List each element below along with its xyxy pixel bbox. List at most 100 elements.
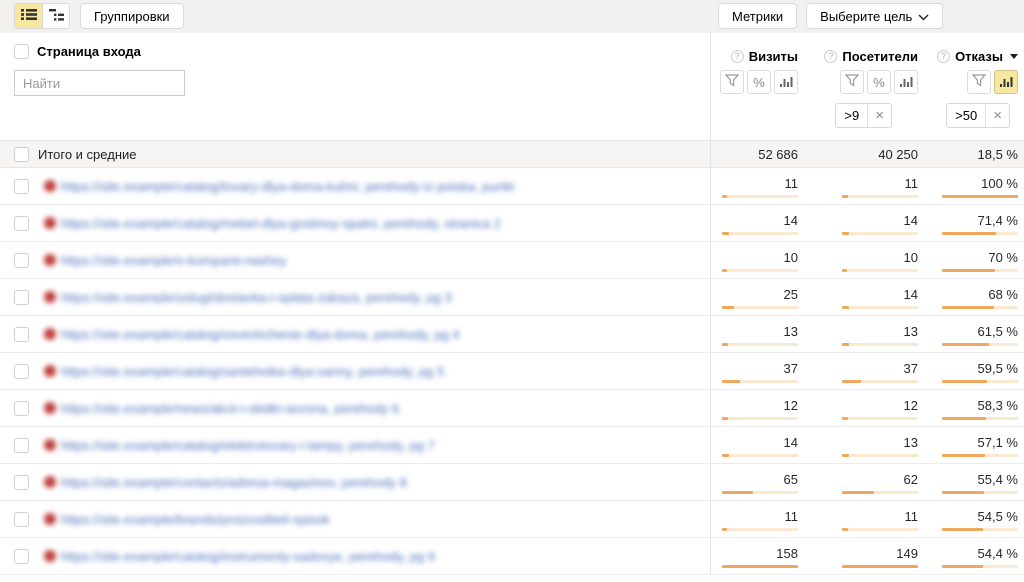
visits-sort-control[interactable]: ? Визиты (730, 49, 798, 64)
percent-icon: % (753, 74, 765, 90)
visitors-chart-button[interactable] (894, 70, 918, 94)
row-checkbox[interactable] (14, 548, 29, 564)
visits-bar (722, 343, 798, 346)
entry-page-link[interactable]: https://site.example/catalog/elektrotova… (44, 438, 435, 453)
entry-page-link[interactable]: https://site.example/catalog/santehnika-… (44, 364, 444, 379)
entry-page-link[interactable]: https://site.example/o-kompanii-nashey (44, 253, 286, 268)
help-icon: ? (937, 50, 951, 63)
visitors-sort-control[interactable]: ? Посетители (824, 49, 918, 64)
select-goal-button[interactable]: Выберите цель (806, 3, 944, 29)
bounce-cell: 54,5 % (918, 501, 1018, 537)
visitors-bar (842, 343, 918, 346)
row-checkbox[interactable] (14, 437, 29, 453)
visits-chart-button[interactable] (774, 70, 798, 94)
visitors-cell: 14 (798, 279, 918, 315)
visits-cell: 65 (711, 464, 798, 500)
row-checkbox[interactable] (14, 178, 29, 194)
favicon-icon (44, 476, 56, 488)
help-icon: ? (824, 50, 838, 63)
entry-page-link[interactable]: https://site.example/catalog/tovary-dlya… (44, 179, 514, 194)
row-checkbox[interactable] (14, 215, 29, 231)
entry-page-link[interactable]: https://site.example/brands/proizvoditel… (44, 512, 330, 527)
metrics-button[interactable]: Метрики (718, 3, 798, 29)
entry-page-link[interactable]: https://site.example/catalog/mebel-dlya-… (44, 216, 501, 231)
close-icon[interactable]: × (985, 104, 1009, 127)
visitors-value: 11 (904, 509, 919, 524)
visits-filter-button[interactable] (720, 70, 744, 94)
bounce-sort-control[interactable]: ? Отказы (937, 49, 1018, 64)
bounce-filter-chip[interactable]: >50 × (946, 103, 1010, 128)
visits-cell: 37 (711, 353, 798, 389)
entry-page-link[interactable]: https://site.example/contacts/adresa-mag… (44, 475, 407, 490)
search-input[interactable] (14, 70, 185, 96)
visits-value: 14 (783, 435, 798, 450)
bounce-value: 61,5 % (977, 324, 1018, 339)
visits-cell: 13 (711, 316, 798, 352)
visits-value: 37 (783, 361, 798, 376)
bar-chart-icon (999, 75, 1013, 90)
entry-page-link[interactable]: https://site.example/catalog/instrumenty… (44, 549, 435, 564)
visitors-bar (842, 269, 918, 272)
visitors-value: 10 (903, 250, 918, 265)
row-checkbox[interactable] (14, 252, 29, 268)
visitors-bar (842, 454, 918, 457)
row-checkbox[interactable] (14, 326, 29, 342)
visitors-bar (842, 528, 918, 531)
entry-page-link[interactable]: https://site.example/catalog/osveshcheni… (44, 327, 460, 342)
bounce-value: 100 % (981, 176, 1018, 191)
column-header-visitors: ? Посетители % (798, 33, 918, 140)
percent-icon: % (873, 74, 885, 90)
entry-page-url-blurred: https://site.example/catalog/osveshcheni… (61, 326, 460, 342)
visits-bar (722, 417, 798, 420)
entry-page-url-blurred: https://site.example/catalog/instrumenty… (61, 548, 436, 564)
bounce-value: 70 % (988, 250, 1018, 265)
row-checkbox[interactable] (14, 363, 29, 379)
bounce-filter-value: >50 (955, 108, 978, 123)
row-checkbox[interactable] (14, 474, 29, 490)
groupings-button[interactable]: Группировки (80, 3, 184, 29)
visits-bar (722, 528, 798, 531)
entry-page-link[interactable]: https://site.example/uslugi/dostavka-i-o… (44, 290, 452, 305)
bounce-bar (942, 232, 1018, 235)
favicon-icon (44, 254, 56, 266)
visitors-filter-chip[interactable]: >9 × (835, 103, 892, 128)
totals-row: Итого и средние 52 686 40 250 18,5 % (0, 140, 1024, 168)
bounce-bar (942, 491, 1018, 494)
visits-value: 65 (783, 472, 798, 487)
visits-bar (722, 491, 798, 494)
table-row: https://site.example/catalog/elektrotova… (0, 427, 1024, 464)
tree-view-button[interactable] (42, 4, 69, 28)
entry-page-link[interactable]: https://site.example/news/akcii-i-skidki… (44, 401, 399, 416)
bounce-cell: 68 % (918, 279, 1018, 315)
bounce-cell: 58,3 % (918, 390, 1018, 426)
visitors-cell: 13 (798, 316, 918, 352)
visitors-value: 149 (896, 546, 918, 561)
row-checkbox[interactable] (14, 400, 29, 416)
dimension-header[interactable]: Страница входа (14, 44, 710, 59)
entry-page-url-blurred: https://site.example/news/akcii-i-skidki… (61, 400, 400, 416)
visits-value: 11 (784, 176, 799, 191)
visitors-value: 13 (903, 324, 918, 339)
totals-checkbox[interactable] (14, 146, 29, 162)
visitors-bar (842, 417, 918, 420)
close-icon[interactable]: × (867, 104, 891, 127)
bounce-value: 54,4 % (977, 546, 1018, 561)
help-icon: ? (730, 50, 744, 63)
bounce-filter-button[interactable] (967, 70, 991, 94)
visitors-percent-button[interactable]: % (867, 70, 891, 94)
visitors-cell: 37 (798, 353, 918, 389)
visitors-filter-button[interactable] (840, 70, 864, 94)
bounce-cell: 57,1 % (918, 427, 1018, 463)
bounce-chart-button[interactable] (994, 70, 1018, 94)
entry-page-url-blurred: https://site.example/catalog/mebel-dlya-… (61, 215, 501, 231)
sort-desc-icon (1010, 54, 1018, 59)
visitors-bar (842, 232, 918, 235)
list-view-button[interactable] (15, 4, 42, 28)
visits-cell: 10 (711, 242, 798, 278)
favicon-icon (44, 402, 56, 414)
row-checkbox[interactable] (14, 511, 29, 527)
visits-percent-button[interactable]: % (747, 70, 771, 94)
row-checkbox[interactable] (14, 289, 29, 305)
visits-cell: 14 (711, 427, 798, 463)
select-all-checkbox[interactable] (14, 44, 29, 59)
